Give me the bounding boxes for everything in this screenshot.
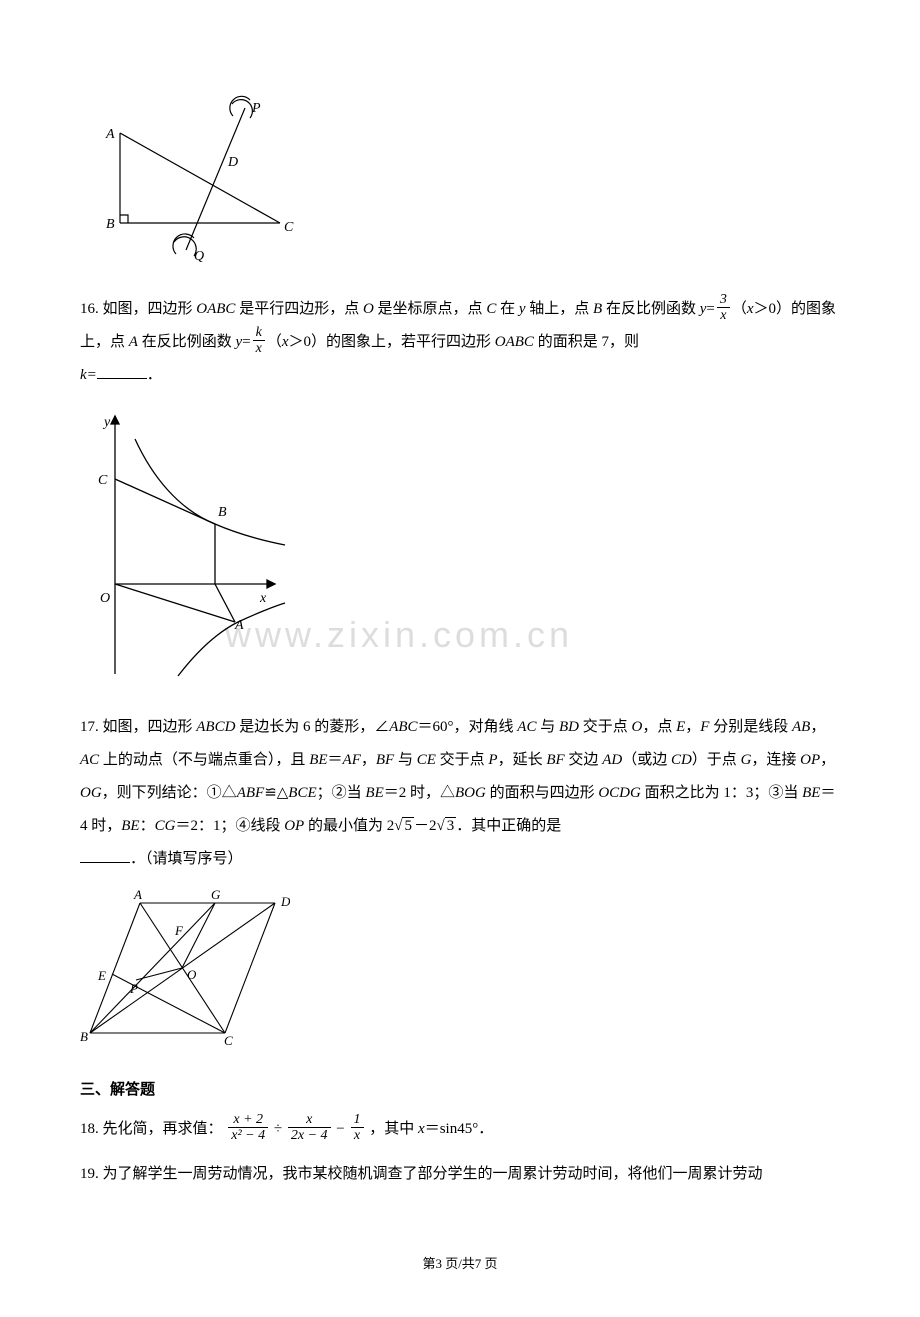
svg-text:C: C xyxy=(98,473,108,488)
svg-text:C: C xyxy=(224,1033,233,1048)
fraction-1: x + 2x² − 4 xyxy=(228,1112,268,1144)
figure-15: A B C D P Q xyxy=(80,88,840,277)
problem-16-text: 16. 如图，四边形 OABC 是平行四边形，点 O 是坐标原点，点 C 在 y… xyxy=(80,293,840,392)
svg-text:Q: Q xyxy=(194,249,204,264)
fraction-2: x2x − 4 xyxy=(288,1112,331,1144)
figure-15-svg: A B C D P Q xyxy=(80,88,295,266)
svg-text:D: D xyxy=(227,155,238,170)
fraction-3-over-x: 3x xyxy=(717,292,730,324)
svg-text:P: P xyxy=(251,101,261,116)
answer-blank-17 xyxy=(80,849,130,863)
svg-text:G: G xyxy=(211,888,221,902)
svg-text:A: A xyxy=(234,618,244,633)
problem-18: 18. 先化简，再求值： x + 2x² − 4 ÷ x2x − 4 − 1x … xyxy=(80,1113,840,1146)
problem-19: 19. 为了解学生一周劳动情况，我市某校随机调查了部分学生的一周累计劳动时间，将… xyxy=(80,1158,840,1191)
svg-text:E: E xyxy=(97,968,106,983)
svg-text:D: D xyxy=(280,894,290,909)
svg-text:P: P xyxy=(129,981,138,996)
sqrt-5-term: 2√5 xyxy=(387,817,414,834)
section-3-heading: 三、解答题 xyxy=(80,1075,840,1105)
svg-text:B: B xyxy=(218,505,227,520)
problem-number: 19. xyxy=(80,1166,99,1182)
answer-blank-16 xyxy=(97,365,147,379)
svg-text:F: F xyxy=(174,923,184,938)
problem-17-text: 17. 如图，四边形 ABCD 是边长为 6 的菱形，∠ABC＝60°，对角线 … xyxy=(80,711,840,876)
svg-text:O: O xyxy=(187,967,197,982)
figure-16: O x y C B A xyxy=(80,404,840,695)
figure-16-svg: O x y C B A xyxy=(80,404,290,684)
problem-18-text: 18. 先化简，再求值： x + 2x² − 4 ÷ x2x − 4 − 1x … xyxy=(80,1113,840,1146)
page-footer: 第3 页/共7 页 xyxy=(80,1251,840,1277)
problem-number: 16. xyxy=(80,301,99,317)
svg-text:A: A xyxy=(105,127,115,142)
problem-number: 17. xyxy=(80,719,99,735)
svg-text:B: B xyxy=(80,1029,88,1044)
problem-number: 18. xyxy=(80,1121,99,1137)
svg-text:A: A xyxy=(133,888,142,902)
sqrt-3-term: 2√3 xyxy=(429,817,456,834)
figure-17: A D B C O G F E P xyxy=(80,888,840,1059)
fraction-3: 1x xyxy=(351,1112,364,1144)
svg-text:x: x xyxy=(259,591,267,606)
problem-17: 17. 如图，四边形 ABCD 是边长为 6 的菱形，∠ABC＝60°，对角线 … xyxy=(80,711,840,876)
figure-17-svg: A D B C O G F E P xyxy=(80,888,290,1048)
svg-text:O: O xyxy=(100,591,110,606)
problem-16: 16. 如图，四边形 OABC 是平行四边形，点 O 是坐标原点，点 C 在 y… xyxy=(80,293,840,392)
problem-19-text: 19. 为了解学生一周劳动情况，我市某校随机调查了部分学生的一周累计劳动时间，将… xyxy=(80,1158,840,1191)
svg-text:B: B xyxy=(106,217,115,232)
fraction-k-over-x: kx xyxy=(253,325,265,357)
svg-text:C: C xyxy=(284,220,294,235)
svg-text:y: y xyxy=(102,415,111,430)
